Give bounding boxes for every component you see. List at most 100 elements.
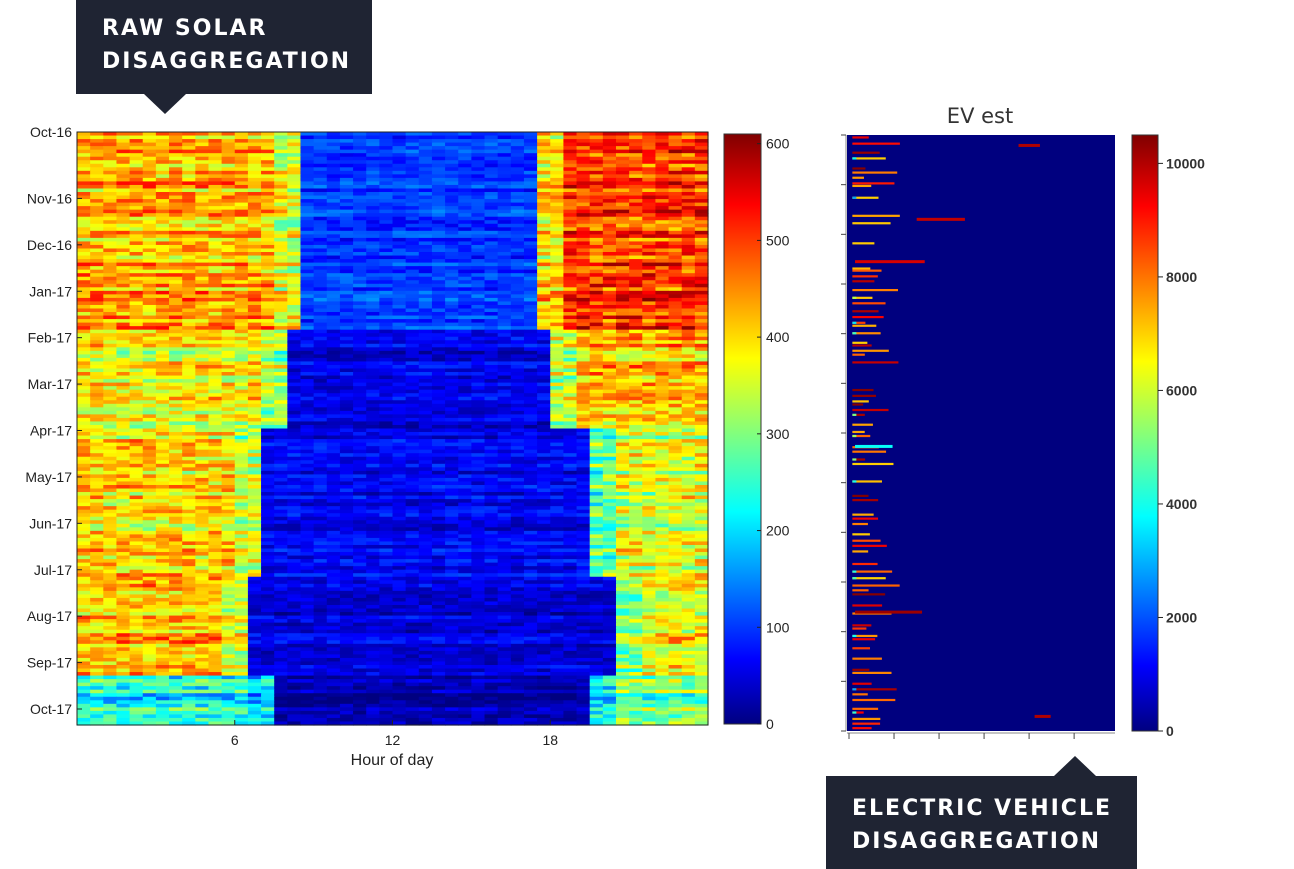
solar-heatmap-cell — [247, 347, 262, 352]
solar-heatmap-cell — [287, 287, 302, 292]
solar-heatmap-cell — [274, 259, 288, 264]
solar-heatmap-cell — [300, 484, 315, 490]
solar-heatmap-cell — [103, 156, 118, 161]
solar-heatmap-cell — [537, 170, 551, 175]
solar-heatmap-cell — [484, 456, 499, 461]
solar-heatmap-cell — [339, 386, 354, 391]
solar-heatmap-cell — [339, 259, 354, 264]
solar-heatmap-cell — [668, 481, 683, 486]
solar-heatmap-cell — [576, 343, 591, 348]
solar-heatmap-cell — [247, 467, 262, 472]
solar-heatmap-cell — [155, 350, 170, 355]
solar-heatmap-cell — [392, 449, 407, 454]
solar-heatmap-cell — [523, 350, 538, 355]
solar-heatmap-cell — [77, 139, 91, 144]
solar-heatmap-cell — [681, 259, 696, 264]
solar-heatmap-cell — [326, 206, 341, 211]
solar-heatmap-cell — [458, 167, 472, 172]
solar-heatmap-cell — [655, 177, 670, 183]
solar-heatmap-cell — [615, 181, 630, 186]
solar-heatmap-cell — [563, 216, 578, 221]
solar-heatmap-cell — [287, 177, 302, 183]
solar-heatmap-cell — [471, 209, 486, 214]
solar-heatmap-cell — [589, 322, 604, 327]
solar-heatmap-cell — [90, 446, 104, 451]
solar-heatmap-cell — [418, 174, 433, 179]
solar-heatmap-cell — [602, 262, 617, 267]
solar-heatmap-cell — [629, 446, 643, 451]
solar-heatmap-cell — [642, 414, 657, 419]
solar-heatmap-cell — [642, 421, 657, 426]
solar-heatmap-cell — [300, 364, 315, 370]
solar-heatmap-cell — [274, 252, 288, 257]
solar-heatmap-cell — [366, 163, 380, 168]
solar-heatmap-cell — [602, 248, 617, 253]
solar-heatmap-cell — [234, 432, 249, 437]
solar-heatmap-cell — [431, 492, 446, 497]
solar-heatmap-cell — [642, 347, 657, 352]
solar-heatmap-cell — [116, 463, 131, 468]
solar-heatmap-cell — [418, 294, 433, 299]
solar-heatmap-cell — [694, 223, 709, 228]
solar-heatmap-cell — [182, 410, 196, 415]
solar-heatmap-cell — [681, 213, 696, 218]
solar-heatmap-cell — [90, 174, 104, 179]
solar-heatmap-cell — [668, 319, 683, 324]
solar-heatmap-cell — [300, 139, 315, 144]
solar-heatmap-cell — [287, 230, 302, 235]
solar-heatmap-cell — [563, 195, 578, 200]
solar-heatmap-cell — [471, 170, 486, 175]
solar-heatmap-cell — [537, 467, 551, 472]
solar-heatmap-cell — [642, 160, 657, 165]
solar-heatmap-cell — [484, 336, 499, 341]
solar-heatmap-cell — [182, 308, 196, 313]
solar-heatmap-cell — [550, 417, 564, 423]
solar-heatmap-cell — [379, 484, 394, 490]
solar-heatmap-cell — [116, 336, 131, 341]
solar-heatmap-cell — [90, 146, 104, 151]
solar-heatmap-cell — [379, 364, 394, 370]
solar-heatmap-cell — [116, 248, 131, 253]
solar-heatmap-cell — [418, 333, 433, 338]
solar-heatmap-cell — [458, 322, 472, 327]
solar-heatmap-cell — [326, 432, 341, 437]
solar-heatmap-cell — [313, 199, 328, 204]
solar-heatmap-cell — [523, 357, 538, 363]
solar-heatmap-cell — [221, 290, 236, 295]
solar-heatmap-cell — [116, 223, 131, 228]
solar-heatmap-cell — [274, 195, 288, 200]
solar-heatmap-cell — [155, 449, 170, 454]
solar-heatmap-cell — [497, 343, 512, 348]
solar-heatmap-cell — [353, 304, 367, 310]
solar-heatmap-cell — [563, 230, 578, 235]
solar-heatmap-cell — [116, 149, 131, 154]
solar-heatmap-cell — [418, 442, 433, 447]
solar-heatmap-cell — [129, 259, 144, 264]
solar-heatmap-cell — [510, 372, 525, 377]
solar-heatmap-cell — [234, 199, 249, 204]
solar-heatmap-cell — [642, 467, 657, 472]
solar-heatmap-cell — [537, 435, 551, 440]
solar-heatmap-cell — [392, 294, 407, 299]
solar-heatmap-cell — [247, 301, 262, 306]
solar-heatmap-cell — [326, 230, 341, 235]
solar-heatmap-cell — [169, 192, 183, 197]
solar-heatmap-cell — [326, 410, 341, 415]
solar-heatmap-cell — [234, 206, 249, 211]
solar-heatmap-cell — [392, 446, 407, 451]
solar-heatmap-cell — [602, 223, 617, 228]
solar-heatmap-cell — [510, 474, 525, 479]
solar-heatmap-cell — [418, 393, 433, 398]
solar-heatmap-cell — [261, 446, 275, 451]
solar-heatmap-cell — [208, 234, 223, 239]
solar-heatmap-cell — [155, 410, 170, 415]
solar-heatmap-cell — [694, 142, 709, 147]
solar-heatmap-cell — [103, 463, 118, 468]
solar-heatmap-cell — [642, 410, 657, 415]
solar-heatmap-cell — [445, 329, 459, 334]
solar-heatmap-cell — [431, 446, 446, 451]
solar-heatmap-cell — [182, 315, 196, 320]
solar-heatmap-cell — [563, 188, 578, 193]
solar-heatmap-cell — [366, 139, 380, 144]
solar-heatmap-cell — [497, 177, 512, 183]
